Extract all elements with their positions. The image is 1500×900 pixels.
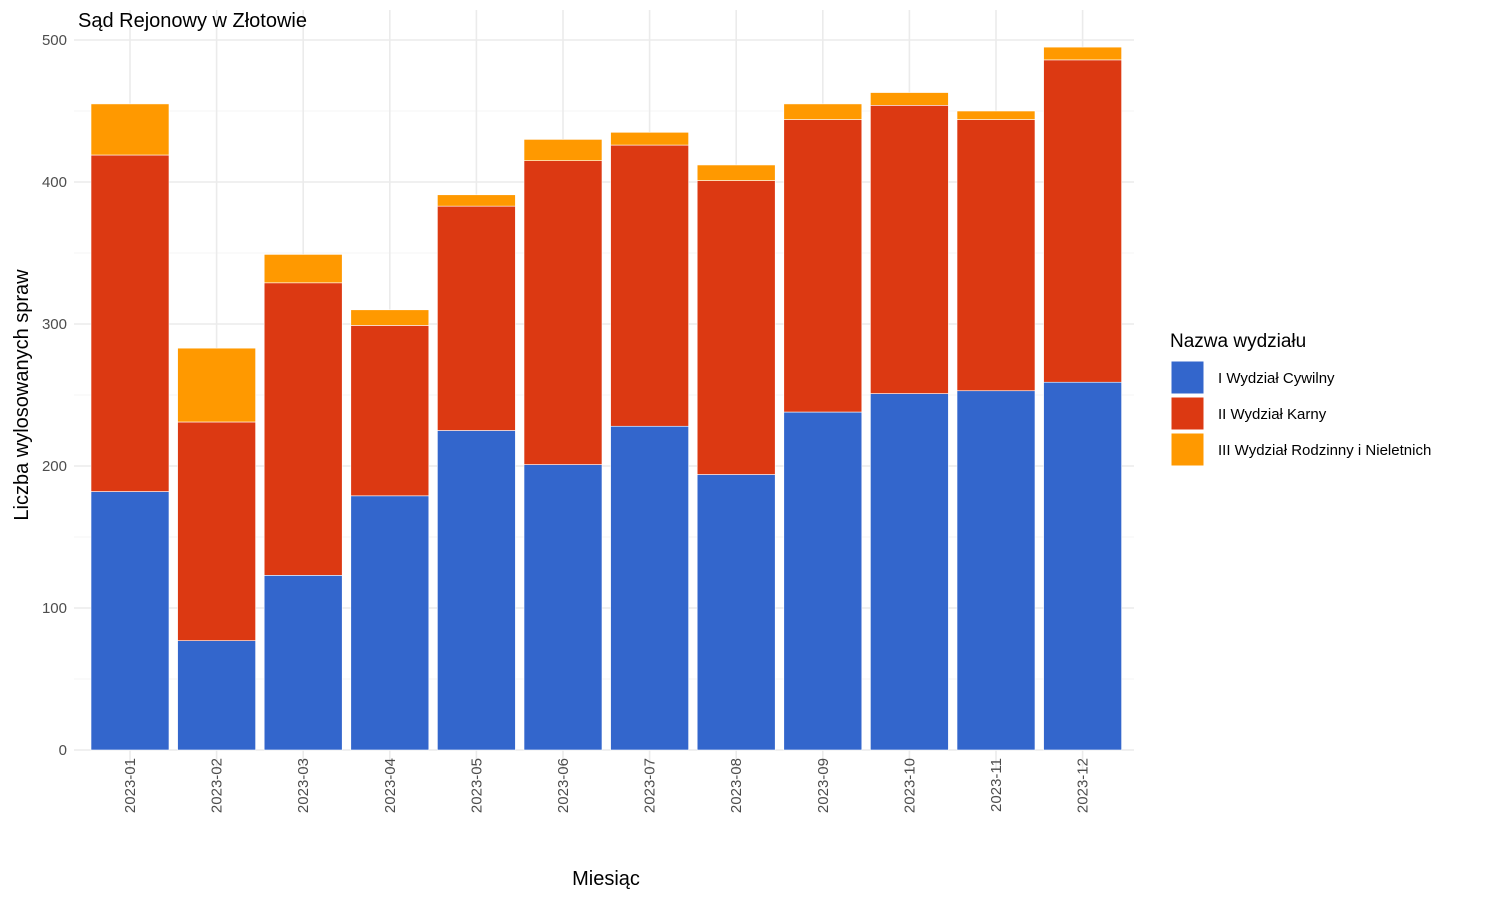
bar-segment-2023-10-1	[870, 393, 949, 751]
bar-segment-2023-06-3	[523, 139, 603, 161]
legend-label: I Wydział Cywilny	[1218, 370, 1335, 387]
legend-key	[1170, 432, 1205, 467]
bar-segment-2023-09-1	[783, 411, 863, 751]
y-tick-label: 400	[42, 174, 67, 191]
bar-segment-2023-11-3	[956, 110, 1036, 120]
bar-segment-2023-07-1	[610, 425, 689, 751]
x-tick-label: 2023-10	[901, 758, 918, 813]
y-axis: 0 100 200 300 400 500	[42, 32, 67, 759]
x-tick-label: 2023-03	[295, 758, 312, 813]
x-tick-label: 2023-02	[209, 758, 226, 813]
bar-segment-2023-10-2	[870, 105, 949, 394]
bar-segment-2023-07-2	[610, 144, 689, 427]
bar-segment-2023-02-2	[177, 421, 256, 641]
bar-segment-2023-06-2	[523, 160, 603, 465]
bar-segment-2023-05-1	[437, 430, 516, 751]
x-tick-label: 2023-11	[988, 758, 1005, 812]
legend-key	[1170, 396, 1205, 431]
bar-segment-2023-05-2	[437, 205, 516, 431]
x-tick-label: 2023-04	[382, 758, 399, 813]
bar-segment-2023-04-2	[350, 325, 430, 497]
legend-label: II Wydział Karny	[1218, 406, 1327, 423]
y-tick-label: 100	[42, 600, 67, 617]
bar-segment-2023-12-2	[1043, 59, 1122, 383]
legend-title: Nazwa wydziału	[1170, 331, 1306, 352]
chart-title: Sąd Rejonowy w Złotowie	[78, 10, 307, 32]
bar-segment-2023-08-3	[696, 164, 776, 181]
y-tick-label: 300	[42, 316, 67, 333]
y-axis-title: Liczba wylosowanych spraw	[11, 269, 33, 521]
bar-segment-2023-09-2	[783, 119, 863, 413]
x-tick-label: 2023-01	[122, 758, 139, 813]
bar-segment-2023-10-3	[870, 92, 949, 106]
bar-segment-2023-08-1	[696, 474, 776, 751]
bar-segment-2023-09-3	[783, 103, 863, 120]
bar-segment-2023-07-3	[610, 132, 689, 146]
x-tick-label: 2023-09	[815, 758, 832, 813]
legend-key	[1170, 360, 1205, 395]
bar-segment-2023-11-2	[956, 119, 1036, 392]
y-tick-label: 500	[42, 32, 67, 49]
bar-segment-2023-02-1	[177, 640, 256, 751]
x-tick-label: 2023-06	[555, 758, 572, 813]
bar-segment-2023-03-3	[263, 254, 343, 284]
x-tick-label: 2023-12	[1075, 758, 1092, 813]
y-tick-label: 200	[42, 458, 67, 475]
bar-segment-2023-11-1	[956, 390, 1036, 751]
bar-segment-2023-08-2	[696, 180, 776, 475]
bar-segment-2023-05-3	[437, 194, 516, 207]
bar-segment-2023-04-1	[350, 495, 430, 751]
x-tick-label: 2023-08	[728, 758, 745, 813]
bar-segment-2023-03-2	[263, 282, 343, 576]
bars	[90, 46, 1122, 751]
x-tick-label: 2023-05	[468, 758, 485, 813]
bar-segment-2023-12-3	[1043, 46, 1122, 61]
bar-segment-2023-01-3	[90, 103, 170, 156]
bar-segment-2023-01-2	[90, 154, 170, 492]
bar-segment-2023-12-1	[1043, 381, 1122, 751]
x-axis: 2023-01 2023-02 2023-03 2023-04 2023-05 2023-…	[122, 758, 1092, 813]
bar-segment-2023-02-3	[177, 347, 256, 423]
y-tick-label: 0	[59, 742, 67, 759]
bar-segment-2023-04-3	[350, 309, 430, 326]
bar-segment-2023-06-1	[523, 464, 603, 751]
legend: Nazwa wydziału I Wydział Cywilny II Wydzi…	[1170, 331, 1431, 467]
x-tick-label: 2023-07	[642, 758, 659, 813]
legend-label: III Wydział Rodzinny i Nieletnich	[1218, 442, 1431, 459]
x-axis-title: Miesiąc	[572, 868, 640, 890]
bar-segment-2023-01-1	[90, 491, 170, 751]
bar-segment-2023-03-1	[263, 575, 343, 751]
